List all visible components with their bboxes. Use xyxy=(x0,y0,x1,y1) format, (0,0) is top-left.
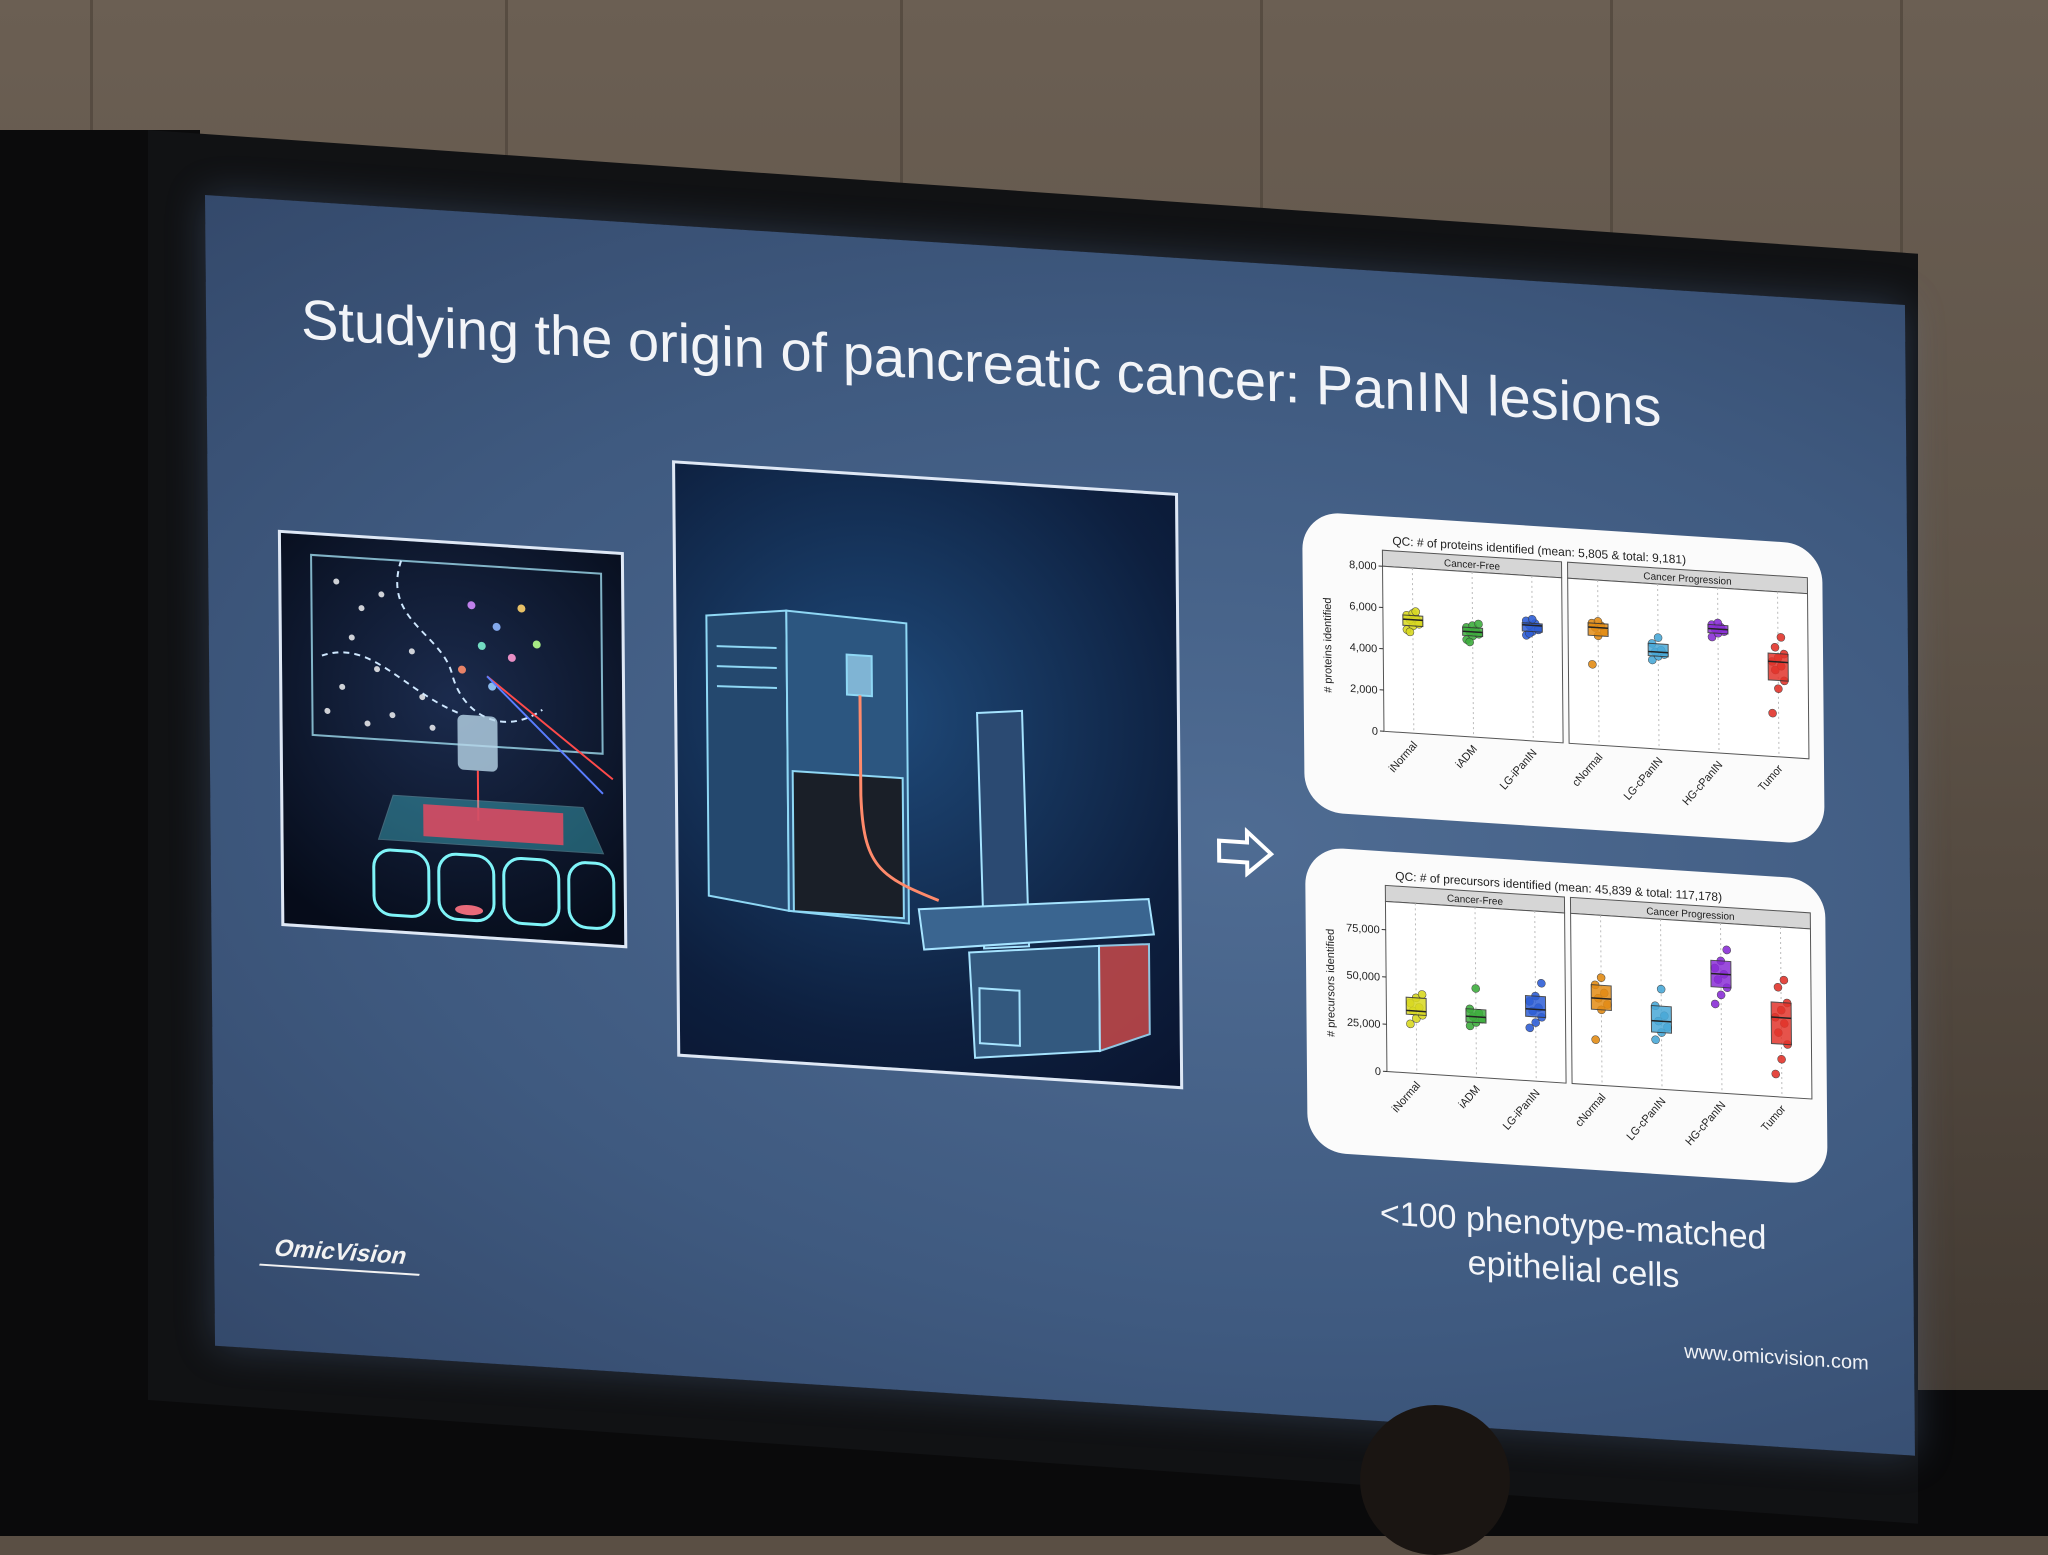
chart2-x-tick-label: LG-cPanIN xyxy=(1625,1095,1669,1143)
chart1-y-tick-label: 8,000 xyxy=(1349,559,1377,573)
chart2-y-tick-label: 50,000 xyxy=(1346,969,1380,983)
chart2-x-tick-label: cNormal xyxy=(1573,1091,1608,1129)
chart2-box xyxy=(1406,997,1426,1015)
chart1-y-tick-label: 6,000 xyxy=(1349,600,1377,614)
proteins-identified-chart: QC: # of proteins identified (mean: 5,80… xyxy=(1302,511,1825,845)
chart1-box xyxy=(1768,653,1788,681)
microdissection-illustration xyxy=(278,530,627,949)
chart2-x-tick-label: LG-iPanIN xyxy=(1501,1087,1543,1133)
chart1-facet-panel xyxy=(1383,566,1564,743)
chart1-box xyxy=(1648,643,1668,657)
chart1-x-tick-label: cNormal xyxy=(1570,751,1605,789)
chart1-y-tick-label: 2,000 xyxy=(1350,683,1378,697)
logo-text: OmicVision xyxy=(259,1234,429,1276)
chart2-y-tick-label: 0 xyxy=(1375,1066,1381,1078)
presentation-slide: Studying the origin of pancreatic cancer… xyxy=(205,195,1915,1456)
chart2-x-tick-label: HG-cPanIN xyxy=(1683,1099,1728,1148)
chart1-x-tick-label: LG-iPanIN xyxy=(1498,747,1540,793)
chart1-x-tick-label: iNormal xyxy=(1387,739,1420,775)
chart2-box xyxy=(1771,1002,1791,1045)
mass-spectrometer-illustration xyxy=(672,460,1183,1089)
audience-member-head xyxy=(1360,1405,1510,1555)
proteins-chart-card: QC: # of proteins identified (mean: 5,80… xyxy=(1302,511,1825,845)
chart2-x-tick-label: iNormal xyxy=(1390,1079,1423,1115)
chart1-box xyxy=(1522,623,1542,633)
chart1-box xyxy=(1588,623,1608,637)
chart1-x-tick-label: Tumor xyxy=(1756,763,1785,794)
chart1-x-tick-label: LG-cPanIN xyxy=(1622,755,1666,803)
right-arrow-icon xyxy=(1215,825,1275,884)
precursors-chart-card: QC: # of precursors identified (mean: 45… xyxy=(1305,846,1828,1185)
chart1-y-axis-label: # proteins identified xyxy=(1322,597,1335,693)
slide-caption: <100 phenotype-matched epithelial cells xyxy=(1363,1190,1784,1305)
precursors-identified-chart: QC: # of precursors identified (mean: 45… xyxy=(1305,846,1828,1185)
chart1-y-tick-label: 4,000 xyxy=(1350,642,1378,656)
website-url: www.omicvision.com xyxy=(1684,1341,1869,1376)
slide-title: Studying the origin of pancreatic cancer… xyxy=(301,286,1662,439)
chart2-y-axis-label: # precursors identified xyxy=(1325,928,1338,1037)
chart2-box xyxy=(1651,1006,1671,1034)
chart1-x-tick-label: HG-cPanIN xyxy=(1680,759,1725,808)
omicvision-logo: OmicVision xyxy=(264,1234,424,1276)
chart1-y-tick-label: 0 xyxy=(1372,726,1378,738)
microdissection-graphic xyxy=(281,533,624,945)
chart2-y-tick-label: 25,000 xyxy=(1347,1017,1381,1031)
chart2-y-tick-label: 75,000 xyxy=(1346,922,1380,936)
chart1-x-tick-label: iADM xyxy=(1454,743,1480,771)
chart2-x-tick-label: Tumor xyxy=(1759,1103,1788,1134)
instrument-graphic xyxy=(675,463,1180,1086)
chart2-box xyxy=(1525,995,1545,1017)
chart2-x-tick-label: iADM xyxy=(1457,1083,1483,1111)
